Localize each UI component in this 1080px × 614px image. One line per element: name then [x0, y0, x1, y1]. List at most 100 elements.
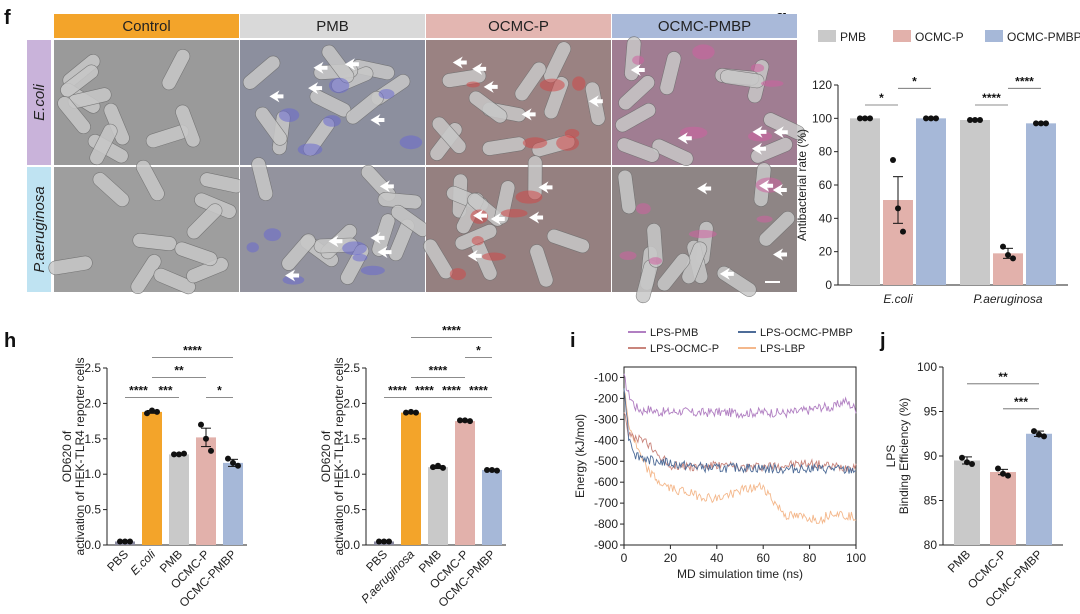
- column-header-label: OCMC-P: [488, 18, 549, 35]
- data-point: [1000, 470, 1006, 477]
- stain-overlay: [263, 228, 282, 242]
- arrow-marker: [529, 211, 544, 224]
- panel-label-f: f: [4, 7, 11, 29]
- bacterium-shape: [758, 211, 795, 247]
- y-tick-label: 0.0: [84, 538, 101, 552]
- significance-label: **: [998, 370, 1008, 384]
- stain-overlay: [297, 143, 323, 156]
- bacterium-shape: [89, 123, 118, 166]
- data-point: [1033, 120, 1039, 127]
- y-tick-label: -900: [594, 538, 618, 552]
- bacterium-shape: [153, 267, 196, 295]
- series-line: [623, 390, 857, 525]
- bar: [142, 411, 162, 545]
- data-point: [1043, 120, 1049, 127]
- significance-label: ***: [1014, 395, 1028, 409]
- bacterium-shape: [750, 137, 793, 164]
- arrow-marker: [588, 95, 603, 108]
- data-point: [959, 454, 965, 461]
- y-tick-label: 2.0: [343, 396, 360, 410]
- bacterium-shape: [321, 44, 355, 84]
- arrow-marker: [752, 125, 767, 138]
- significance-label: ****: [442, 323, 461, 337]
- arrow-marker: [772, 183, 787, 196]
- y-tick-label: -600: [594, 475, 618, 489]
- stain-overlay: [679, 126, 708, 139]
- bacterium-shape: [423, 238, 454, 280]
- bar: [850, 118, 880, 285]
- stain-overlay: [635, 203, 651, 215]
- bacterium-shape: [174, 241, 218, 267]
- y-axis-label-line1: OD620 of: [319, 430, 333, 482]
- bacterium-shape: [135, 159, 165, 201]
- y-tick-label: 2.5: [84, 361, 101, 375]
- data-point: [430, 464, 436, 471]
- data-point: [867, 115, 873, 122]
- data-point: [381, 538, 387, 545]
- y-tick-label: 0.0: [343, 538, 360, 552]
- column-header-label: PMB: [316, 18, 349, 35]
- y-tick-label: -300: [594, 412, 618, 426]
- stain-overlay: [246, 242, 259, 253]
- bacterium-shape: [251, 157, 274, 201]
- data-point: [144, 410, 150, 417]
- stain-overlay: [619, 251, 637, 260]
- significance-label: ****: [388, 383, 407, 397]
- bacterium-shape: [242, 55, 281, 90]
- bacterium-shape: [371, 213, 396, 257]
- data-point: [1036, 431, 1042, 438]
- significance-label: *: [476, 343, 481, 357]
- arrow-marker: [377, 246, 392, 259]
- data-point: [117, 538, 123, 545]
- x-category-label: PMB: [945, 547, 973, 575]
- data-point: [122, 538, 128, 545]
- y-tick-label: 1.0: [343, 467, 360, 481]
- y-axis-label-line1: OD620 of: [60, 430, 74, 482]
- y-tick-label: 100: [812, 111, 832, 125]
- significance-label: ****: [469, 383, 488, 397]
- data-point: [1005, 252, 1011, 258]
- data-point: [181, 450, 187, 457]
- significance-label: ****: [1015, 74, 1034, 88]
- column-header-bg: [426, 14, 611, 38]
- data-point: [489, 466, 495, 473]
- significance-label: **: [174, 363, 184, 377]
- legend-label: LPS-LBP: [760, 343, 805, 355]
- legend-swatch: [985, 30, 1003, 42]
- bacterium-shape: [646, 223, 664, 268]
- panel-label-j: j: [879, 330, 886, 352]
- bacterium-shape: [175, 104, 201, 148]
- stain-overlay: [449, 268, 466, 281]
- significance-label: ****: [183, 343, 202, 357]
- legend-label: LPS-OCMC-P: [650, 343, 719, 355]
- stain-overlay: [522, 137, 548, 149]
- bar: [960, 120, 990, 285]
- stain-overlay: [632, 55, 645, 65]
- y-tick-label: 95: [924, 405, 938, 419]
- panel-label-h: h: [4, 330, 16, 352]
- row-label: E.coli: [31, 83, 48, 120]
- micrograph-grid: Control PMB OCMC-P OCMC-PMBP E.coli P.aerugin…: [27, 14, 806, 304]
- bacterium-shape: [514, 61, 547, 102]
- stain-overlay: [466, 81, 480, 88]
- data-point: [933, 115, 939, 122]
- data-point: [198, 421, 204, 428]
- arrow-marker: [467, 249, 482, 262]
- y-tick-label: 2.5: [343, 361, 360, 375]
- column-header-bg: [612, 14, 797, 38]
- data-point: [440, 464, 446, 471]
- y-tick-label: 1.5: [343, 432, 360, 446]
- y-tick-label: 85: [924, 494, 938, 508]
- y-axis-label-line2: Binding Efficiency (%): [897, 398, 911, 515]
- legend-swatch: [818, 30, 836, 42]
- x-category-label: E.coli: [127, 547, 158, 578]
- data-point: [890, 157, 896, 163]
- data-point: [230, 459, 236, 466]
- column-header-bg: [54, 14, 239, 38]
- data-point: [154, 408, 160, 415]
- stain-overlay: [482, 252, 506, 261]
- stain-overlay: [648, 257, 663, 265]
- stain-overlay: [352, 253, 368, 262]
